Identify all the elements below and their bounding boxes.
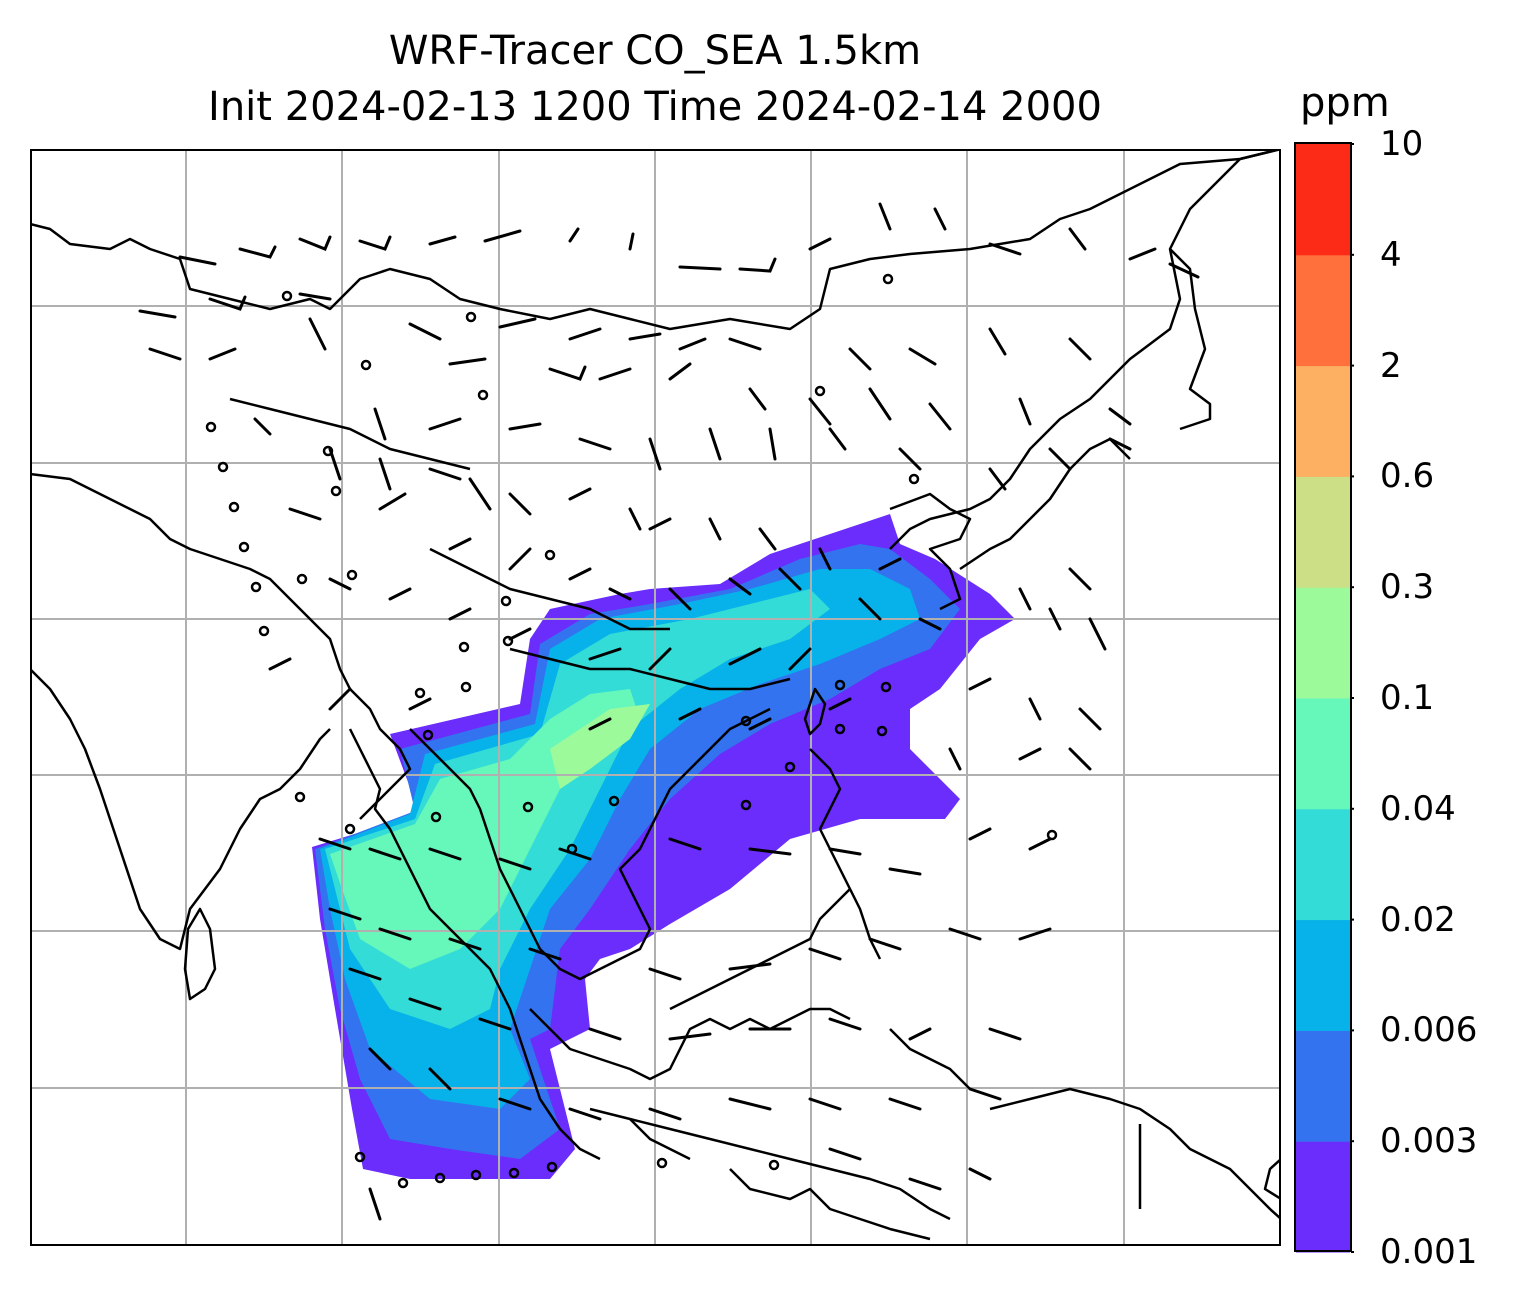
colorbar-tick-label: 0.003 (1380, 1121, 1478, 1162)
colorbar-tick-label: 0.3 (1380, 567, 1435, 608)
wind-barbs (138, 202, 1200, 1221)
colorbar-tick-label: 0.001 (1380, 1232, 1478, 1272)
colorbar-block-6 (1296, 476, 1350, 588)
colorbar-block-5 (1296, 587, 1350, 699)
colorbar-block-8 (1296, 254, 1350, 367)
colorbar-tick-label: 0.02 (1380, 899, 1456, 940)
colorbar-tick-label: 0.1 (1380, 678, 1435, 718)
shade-level-6 (550, 704, 650, 789)
coastlines (30, 149, 1281, 1241)
colorbar-tick-label: 0.6 (1380, 456, 1435, 497)
colorbar-block-3 (1296, 808, 1350, 921)
colorbar-tick-label: 4 (1380, 234, 1402, 275)
colorbar-ticks (1351, 143, 1354, 1253)
colorbar-tick-label: 0.006 (1380, 1010, 1478, 1051)
colorbar-block-7 (1296, 365, 1350, 477)
map-title-line2: Init 2024-02-13 1200 Time 2024-02-14 200… (208, 84, 1102, 130)
map-title-line1: WRF-Tracer CO_SEA 1.5km (388, 28, 922, 74)
colorbar-units: ppm (1300, 80, 1390, 126)
colorbar-tick-label: 0.04 (1380, 788, 1456, 829)
colorbar-block-0 (1296, 1141, 1350, 1253)
colorbar-block-2 (1296, 919, 1350, 1031)
calm-markers (205, 273, 1058, 1189)
colorbar (1294, 142, 1354, 1253)
colorbar-blocks (1296, 144, 1350, 1253)
colorbar-tick-label: 10 (1380, 124, 1424, 164)
colorbar-block-4 (1296, 698, 1350, 810)
colorbar-tick-label: 2 (1380, 345, 1402, 386)
map-gridlines (30, 149, 1281, 1246)
map-panel (30, 149, 1281, 1246)
colorbar-block-1 (1296, 1030, 1350, 1142)
colorbar-block-9 (1296, 144, 1350, 256)
